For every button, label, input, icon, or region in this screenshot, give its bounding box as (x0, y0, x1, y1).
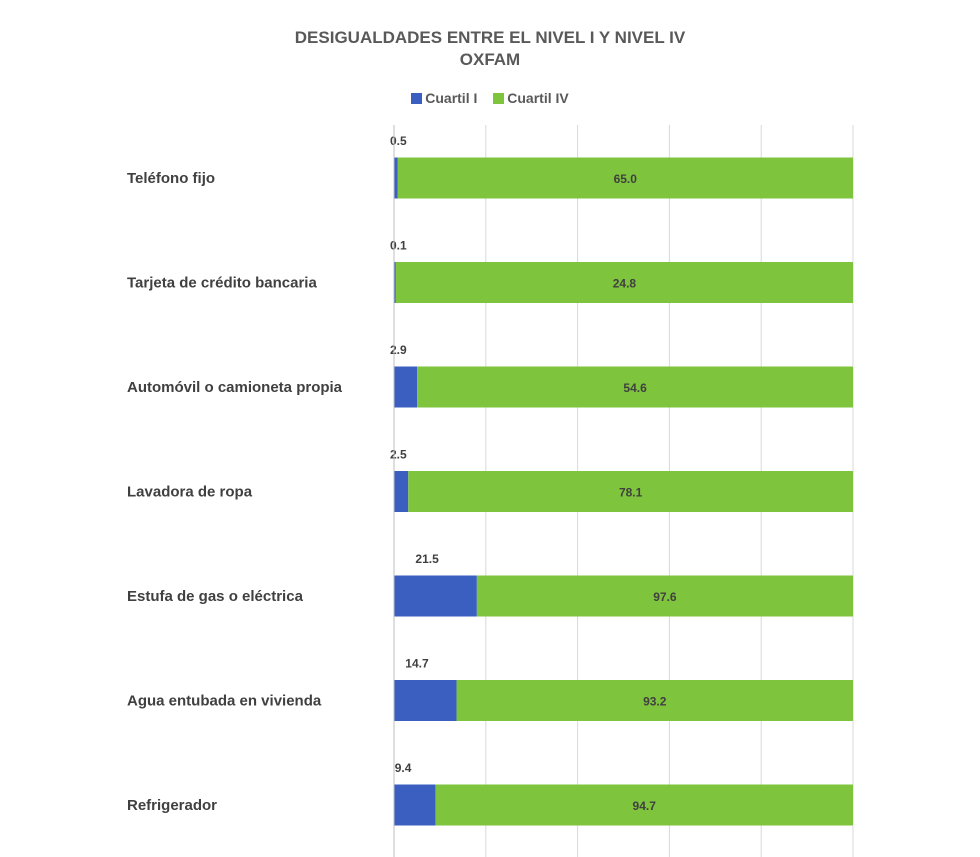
data-label-cuartil-iv: 94.7 (633, 799, 657, 813)
data-label-cuartil-i: 14.7 (405, 657, 429, 671)
data-label-cuartil-i: 0.1 (390, 239, 407, 253)
legend-label: Cuartil I (425, 90, 478, 106)
category-label: Refrigerador (127, 797, 217, 814)
data-label-cuartil-iv: 78.1 (619, 486, 643, 500)
data-label-cuartil-iv: 65.0 (614, 172, 638, 186)
bar-cuartil-iv (435, 784, 853, 826)
category-label: Tarjeta de crédito bancaria (127, 275, 317, 292)
bar-cuartil-iv (456, 680, 853, 721)
bar-cuartil-iv (395, 262, 853, 303)
data-label-cuartil-iv: 24.8 (613, 277, 637, 291)
bar-cuartil-iv (408, 471, 853, 512)
category-label: Lavadora de ropa (127, 484, 253, 501)
bar-cuartil-i (394, 471, 409, 512)
data-label-cuartil-iv: 93.2 (643, 695, 667, 709)
legend-item-cuartil-iv: Cuartil IV (493, 90, 569, 106)
bar-cuartil-i (394, 784, 436, 826)
category-label: Automóvil o camioneta propia (127, 379, 343, 396)
data-label-cuartil-iv: 54.6 (623, 381, 647, 395)
bar-cuartil-i (394, 680, 457, 721)
bar-cuartil-i (394, 157, 398, 199)
chart-subtitle: OXFAM (459, 50, 521, 69)
category-label: Estufa de gas o eléctrica (127, 588, 304, 605)
bar-cuartil-i (394, 575, 477, 617)
bar-cuartil-iv (397, 157, 853, 199)
legend-swatch (493, 93, 505, 104)
data-label-cuartil-i: 0.5 (390, 134, 407, 148)
bar-cuartil-iv (476, 575, 853, 617)
category-label: Agua entubada en vivienda (127, 693, 322, 710)
data-label-cuartil-i: 9.4 (395, 761, 412, 775)
category-label: Teléfono fijo (127, 170, 215, 187)
legend: Cuartil I Cuartil IV (0, 90, 980, 106)
legend-item-cuartil-i: Cuartil I (411, 90, 477, 106)
bar-cuartil-i (394, 262, 396, 303)
chart-title: DESIGUALDADES ENTRE EL NIVEL I Y NIVEL I… (294, 28, 686, 47)
legend-label: Cuartil IV (507, 90, 569, 106)
bar-cuartil-iv (417, 366, 853, 408)
data-label-cuartil-i: 2.9 (390, 343, 407, 357)
data-label-cuartil-iv: 97.6 (653, 590, 677, 604)
data-label-cuartil-i: 21.5 (415, 552, 439, 566)
bar-cuartil-i (394, 366, 418, 408)
legend-swatch (411, 93, 423, 104)
data-label-cuartil-i: 2.5 (390, 448, 407, 462)
